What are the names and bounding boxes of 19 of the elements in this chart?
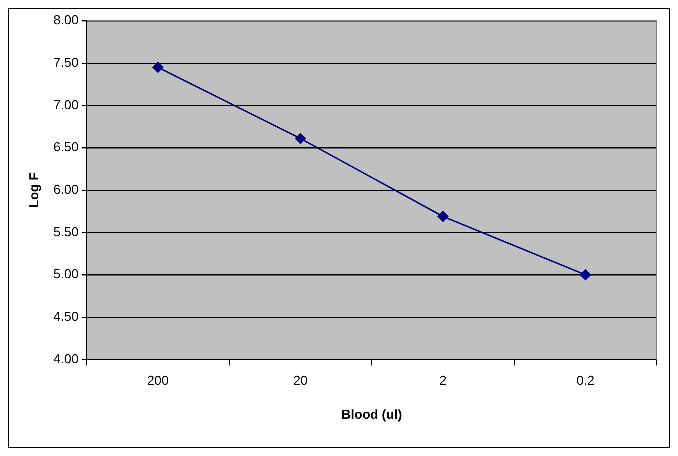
x-tick-label: 20 bbox=[293, 373, 308, 388]
x-tick-label: 2 bbox=[440, 373, 447, 388]
x-axis-title: Blood (ul) bbox=[342, 406, 402, 422]
point bbox=[438, 211, 449, 222]
y-tick-label: 6.00 bbox=[54, 182, 79, 197]
y-tick-label: 4.00 bbox=[54, 351, 79, 366]
y-tick-label: 5.50 bbox=[54, 224, 79, 240]
y-tick-label: 4.50 bbox=[54, 309, 79, 324]
y-tick-label: 7.50 bbox=[54, 54, 79, 70]
y-tick-label: 7.00 bbox=[54, 97, 79, 112]
y-axis-title: Log F bbox=[26, 172, 42, 208]
y-tick-label: 5.00 bbox=[54, 266, 79, 282]
y-tick-label: 6.50 bbox=[54, 140, 79, 155]
point bbox=[152, 62, 164, 74]
y-tick-label: 8.00 bbox=[54, 12, 79, 28]
x-tick-label: 0.2 bbox=[576, 373, 595, 388]
x-tick-label: 200 bbox=[147, 373, 170, 388]
point bbox=[580, 270, 592, 281]
point bbox=[295, 133, 306, 144]
